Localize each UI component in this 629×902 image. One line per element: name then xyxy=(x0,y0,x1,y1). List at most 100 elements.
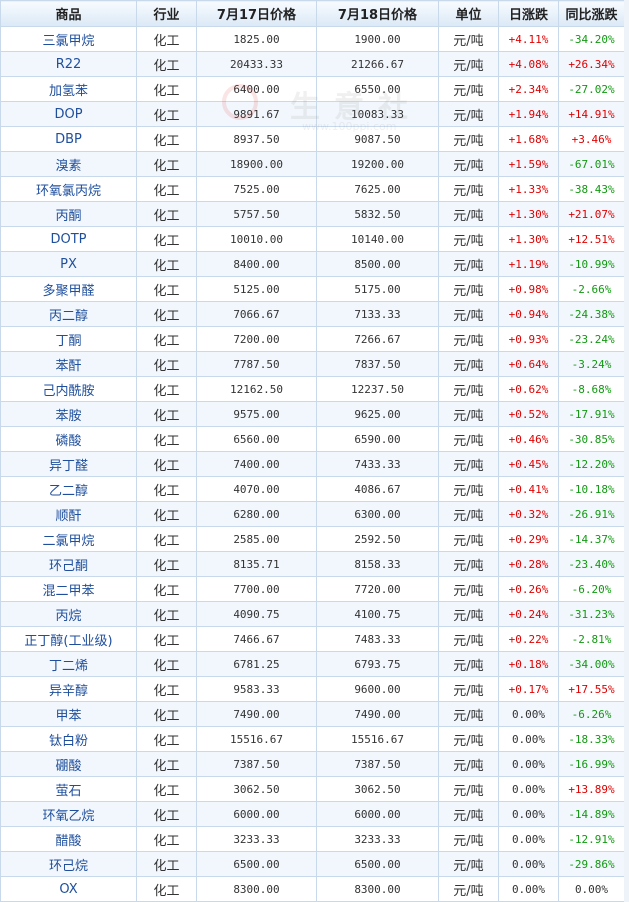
table-cell-product[interactable]: 二氯甲烷 xyxy=(0,526,137,552)
table-cell-daily-change: +0.29% xyxy=(498,526,559,552)
table-cell-daily-change: +1.33% xyxy=(498,176,559,202)
table-cell-price-jul17: 6781.25 xyxy=(196,651,317,677)
table-cell-yoy-change: -12.91% xyxy=(558,826,625,852)
table-cell-product[interactable]: 丁二烯 xyxy=(0,651,137,677)
table-cell-daily-change: +0.62% xyxy=(498,376,559,402)
table-cell-yoy-change: -16.99% xyxy=(558,751,625,777)
table-cell-industry: 化工 xyxy=(136,351,197,377)
table-cell-product[interactable]: OX xyxy=(0,876,137,902)
table-cell-product[interactable]: 硼酸 xyxy=(0,751,137,777)
table-cell-daily-change: +0.26% xyxy=(498,576,559,602)
table-cell-daily-change: +0.32% xyxy=(498,501,559,527)
table-cell-price-jul18: 2592.50 xyxy=(316,526,439,552)
table-cell-industry: 化工 xyxy=(136,76,197,102)
table-cell-price-jul18: 6500.00 xyxy=(316,851,439,877)
table-row: 环氧乙烷 化工 6000.00 6000.00 元/吨 0.00% -14.89% xyxy=(0,801,625,827)
table-cell-unit: 元/吨 xyxy=(438,851,499,877)
table-cell-yoy-change: -10.18% xyxy=(558,476,625,502)
table-cell-industry: 化工 xyxy=(136,601,197,627)
table-cell-product[interactable]: 丙烷 xyxy=(0,601,137,627)
table-cell-price-jul18: 7837.50 xyxy=(316,351,439,377)
table-cell-daily-change: +1.19% xyxy=(498,251,559,277)
table-cell-daily-change: +0.22% xyxy=(498,626,559,652)
table-cell-product[interactable]: 磷酸 xyxy=(0,426,137,452)
table-cell-product[interactable]: 苯酐 xyxy=(0,351,137,377)
table-cell-product[interactable]: DOTP xyxy=(0,226,137,252)
table-cell-industry: 化工 xyxy=(136,301,197,327)
table-cell-price-jul17: 7066.67 xyxy=(196,301,317,327)
table-cell-price-jul18: 1900.00 xyxy=(316,26,439,52)
table-cell-unit: 元/吨 xyxy=(438,826,499,852)
table-cell-unit: 元/吨 xyxy=(438,126,499,152)
table-cell-product[interactable]: 甲苯 xyxy=(0,701,137,727)
table-row: 顺酐 化工 6280.00 6300.00 元/吨 +0.32% -26.91% xyxy=(0,501,625,527)
table-cell-industry: 化工 xyxy=(136,251,197,277)
table-row: 丙烷 化工 4090.75 4100.75 元/吨 +0.24% -31.23% xyxy=(0,601,625,627)
table-row: 萤石 化工 3062.50 3062.50 元/吨 0.00% +13.89% xyxy=(0,776,625,802)
table-cell-industry: 化工 xyxy=(136,751,197,777)
table-cell-product[interactable]: 异丁醛 xyxy=(0,451,137,477)
table-cell-product[interactable]: 醋酸 xyxy=(0,826,137,852)
table-cell-yoy-change: -18.33% xyxy=(558,726,625,752)
table-cell-price-jul18: 7266.67 xyxy=(316,326,439,352)
table-cell-yoy-change: -27.02% xyxy=(558,76,625,102)
table-cell-product[interactable]: DOP xyxy=(0,101,137,127)
table-cell-product[interactable]: 环己酮 xyxy=(0,551,137,577)
table-cell-price-jul17: 6400.00 xyxy=(196,76,317,102)
table-cell-product[interactable]: 溴素 xyxy=(0,151,137,177)
table-cell-product[interactable]: 环己烷 xyxy=(0,851,137,877)
table-cell-price-jul17: 4070.00 xyxy=(196,476,317,502)
table-cell-product[interactable]: 顺酐 xyxy=(0,501,137,527)
table-cell-product[interactable]: 乙二醇 xyxy=(0,476,137,502)
table-cell-product[interactable]: R22 xyxy=(0,51,137,77)
table-cell-unit: 元/吨 xyxy=(438,726,499,752)
table-cell-product[interactable]: 丙酮 xyxy=(0,201,137,227)
table-row: 加氢苯 化工 6400.00 6550.00 元/吨 +2.34% -27.02% xyxy=(0,76,625,102)
table-cell-industry: 化工 xyxy=(136,676,197,702)
table-cell-product[interactable]: 异辛醇 xyxy=(0,676,137,702)
table-cell-product[interactable]: 丙二醇 xyxy=(0,301,137,327)
table-cell-product[interactable]: 己内酰胺 xyxy=(0,376,137,402)
table-cell-industry: 化工 xyxy=(136,151,197,177)
table-row: 环氧氯丙烷 化工 7525.00 7625.00 元/吨 +1.33% -38.43% xyxy=(0,176,625,202)
table-cell-price-jul18: 3062.50 xyxy=(316,776,439,802)
table-cell-product[interactable]: 加氢苯 xyxy=(0,76,137,102)
table-cell-price-jul17: 7466.67 xyxy=(196,626,317,652)
table-cell-yoy-change: +3.46% xyxy=(558,126,625,152)
table-cell-price-jul17: 8135.71 xyxy=(196,551,317,577)
table-cell-unit: 元/吨 xyxy=(438,301,499,327)
table-row: 苯酐 化工 7787.50 7837.50 元/吨 +0.64% -3.24% xyxy=(0,351,625,377)
table-cell-unit: 元/吨 xyxy=(438,51,499,77)
table-cell-product[interactable]: 多聚甲醛 xyxy=(0,276,137,302)
table-cell-product[interactable]: 苯胺 xyxy=(0,401,137,427)
table-cell-daily-change: +0.94% xyxy=(498,301,559,327)
table-cell-product[interactable]: 环氧乙烷 xyxy=(0,801,137,827)
header-unit: 单位 xyxy=(438,0,499,27)
table-cell-product[interactable]: PX xyxy=(0,251,137,277)
table-cell-price-jul17: 7387.50 xyxy=(196,751,317,777)
table-cell-price-jul17: 20433.33 xyxy=(196,51,317,77)
table-cell-unit: 元/吨 xyxy=(438,151,499,177)
table-cell-yoy-change: -17.91% xyxy=(558,401,625,427)
table-cell-price-jul18: 5175.00 xyxy=(316,276,439,302)
table-cell-product[interactable]: 三氯甲烷 xyxy=(0,26,137,52)
table-cell-product[interactable]: 钛白粉 xyxy=(0,726,137,752)
table-cell-price-jul17: 7490.00 xyxy=(196,701,317,727)
table-cell-price-jul18: 19200.00 xyxy=(316,151,439,177)
table-row: 硼酸 化工 7387.50 7387.50 元/吨 0.00% -16.99% xyxy=(0,751,625,777)
table-cell-yoy-change: -23.24% xyxy=(558,326,625,352)
table-cell-product[interactable]: 丁酮 xyxy=(0,326,137,352)
table-cell-product[interactable]: 萤石 xyxy=(0,776,137,802)
table-cell-product[interactable]: 正丁醇(工业级) xyxy=(0,626,137,652)
table-cell-daily-change: +1.68% xyxy=(498,126,559,152)
header-price-jul18: 7月18日价格 xyxy=(316,0,439,27)
table-cell-yoy-change: -34.20% xyxy=(558,26,625,52)
table-cell-unit: 元/吨 xyxy=(438,76,499,102)
table-cell-daily-change: +1.30% xyxy=(498,201,559,227)
table-cell-price-jul18: 8158.33 xyxy=(316,551,439,577)
table-row: 乙二醇 化工 4070.00 4086.67 元/吨 +0.41% -10.18% xyxy=(0,476,625,502)
table-cell-daily-change: 0.00% xyxy=(498,751,559,777)
table-cell-product[interactable]: 混二甲苯 xyxy=(0,576,137,602)
table-cell-product[interactable]: 环氧氯丙烷 xyxy=(0,176,137,202)
table-cell-product[interactable]: DBP xyxy=(0,126,137,152)
